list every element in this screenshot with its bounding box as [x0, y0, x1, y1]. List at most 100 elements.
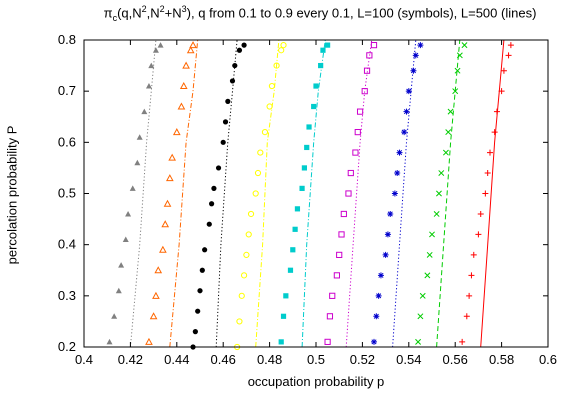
series-5-point-11	[306, 124, 312, 130]
series-2-point-4	[154, 266, 163, 274]
series-7-line	[392, 39, 417, 348]
series-6-point-8	[345, 190, 352, 197]
x-tick-label-1: 0.4	[75, 352, 93, 367]
series-1-point-14	[157, 42, 164, 48]
x-tick-label-5: 0.48	[257, 352, 282, 367]
series-8-point-1	[415, 338, 422, 345]
series-7	[371, 39, 424, 348]
series-1-line	[129, 39, 157, 348]
series-9-point-1	[459, 338, 466, 345]
series-3-point-6	[202, 247, 208, 253]
series-9	[459, 39, 514, 348]
series-9-point-13	[498, 88, 505, 95]
y-tick-label-4: 0.5	[58, 186, 76, 201]
series-9-point-12	[493, 108, 500, 115]
series-4-point-11	[261, 129, 269, 136]
series-3-point-7	[206, 221, 212, 227]
series-7-point-10	[396, 149, 403, 156]
series-6-point-7	[340, 210, 347, 218]
series-8-point-9	[438, 170, 445, 176]
series-7-point-9	[394, 170, 401, 177]
series-8-point-8	[436, 190, 442, 197]
series-9-point-15	[505, 52, 512, 59]
series-7-point-6	[384, 231, 391, 238]
series-4-point-15	[278, 47, 285, 54]
series-8-point-13	[452, 88, 459, 95]
series-7-point-4	[377, 272, 384, 279]
series-3-point-5	[199, 267, 205, 273]
series-9-line	[480, 39, 505, 348]
series-4-point-16	[280, 42, 287, 49]
series-6-point-1	[324, 338, 331, 345]
series-2-point-8	[165, 174, 174, 182]
chart-axes: 0.4 0.42 0.44 0.46 0.48 0.5 0.52 0.54 0.56 0.58 0.…	[58, 32, 557, 367]
series-1-point-10	[141, 108, 148, 115]
series-3-point-16	[236, 47, 243, 53]
title-part-2: ,N	[146, 5, 160, 21]
y-tick-label-1: 0.2	[58, 339, 76, 354]
series-9-point-14	[500, 67, 507, 74]
series-3-point-9	[211, 185, 217, 191]
series-2-point-12	[179, 82, 188, 90]
series-4-point-3	[238, 292, 245, 299]
x-tick-label-4: 0.46	[211, 352, 236, 367]
series-3-point-4	[197, 288, 203, 294]
series-5-point-12	[311, 103, 317, 110]
x-tick-label-3: 0.44	[164, 352, 189, 367]
series-3-point-3	[195, 308, 201, 314]
series-9-point-2	[463, 313, 470, 320]
series-2-point-14	[186, 46, 195, 54]
series-2-point-13	[182, 61, 190, 69]
series-7-point-13	[405, 88, 412, 95]
series-6-point-3	[329, 292, 336, 299]
x-tick-label-6: 0.5	[307, 352, 325, 367]
title-part-4: ), q from 0.1 to 0.9 every 0.1, L=100 (s…	[186, 5, 537, 21]
series-1-point-13	[152, 47, 159, 53]
series-8-point-12	[447, 108, 454, 115]
series-8-point-14	[454, 67, 461, 74]
series-6-line	[345, 39, 373, 348]
series-3-point-11	[220, 139, 226, 145]
series-3-point-10	[215, 165, 222, 171]
series-1-point-8	[134, 159, 141, 166]
series-6-point-4	[333, 272, 340, 279]
x-tick-label-8: 0.54	[396, 352, 421, 367]
series-6-point-5	[336, 251, 343, 259]
series-1-point-9	[136, 134, 143, 140]
series-3-line	[215, 39, 238, 348]
series-5-point-13	[313, 83, 319, 89]
series-4-line	[255, 39, 280, 348]
series-5-point-16	[325, 42, 331, 48]
series-6-point-15	[366, 52, 373, 59]
y-tick-label-6: 0.7	[58, 83, 76, 98]
title-pi: π	[103, 5, 113, 21]
chart-title: πc(q,N2,N2+N3), q from 0.1 to 0.9 every …	[60, 4, 580, 23]
series-9-point-8	[482, 190, 489, 197]
series-4-point-13	[268, 82, 276, 90]
y-tick-label-7: 0.8	[58, 32, 76, 47]
series-3	[190, 39, 247, 350]
series-6	[324, 39, 378, 348]
series-9-point-3	[466, 292, 473, 299]
series-5-line	[301, 39, 326, 348]
series-5-point-4	[287, 267, 294, 273]
title-part-3: +N	[164, 5, 182, 21]
series-9-point-9	[484, 170, 491, 177]
series-5-point-3	[283, 293, 289, 299]
series-7-point-3	[375, 292, 382, 299]
series-3-point-17	[241, 42, 247, 48]
series-1-point-6	[125, 210, 132, 217]
title-sub-c: c	[112, 12, 118, 23]
series-9-point-16	[507, 42, 514, 49]
x-axis-label: occupation probability p	[247, 374, 385, 389]
series-4-point-5	[243, 251, 250, 258]
series-4-point-2	[236, 318, 243, 325]
series-4-point-9	[254, 169, 262, 177]
series-1-point-2	[111, 313, 118, 319]
series-3-point-2	[192, 329, 198, 335]
series-2-point-9	[168, 153, 177, 161]
x-tick-label-9: 0.56	[443, 352, 468, 367]
series-8-point-2	[417, 313, 424, 320]
series-5-point-8	[299, 185, 305, 191]
